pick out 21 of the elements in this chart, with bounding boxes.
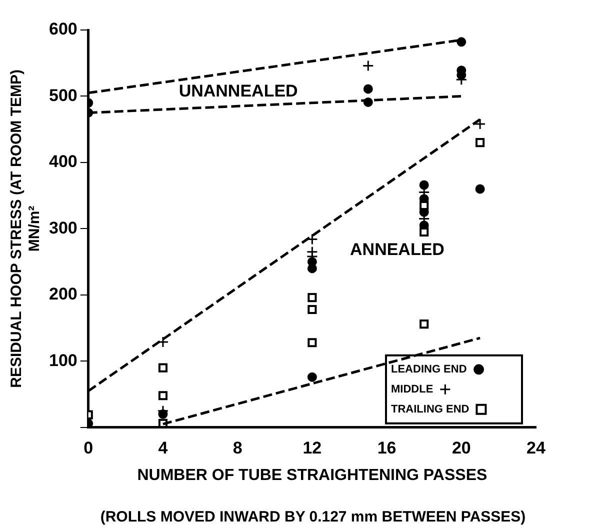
legend-label: MIDDLE <box>391 383 434 396</box>
legend-label: TRAILING END <box>391 403 470 416</box>
y-tick-label: 200 <box>48 284 78 304</box>
x-tick-label: 12 <box>302 438 322 458</box>
y-tick-label: 400 <box>48 152 78 172</box>
y-axis-title: RESIDUAL HOOP STRESS (AT ROOM TEMP) MN/m² <box>8 70 44 388</box>
x-tick-label: 8 <box>232 438 242 458</box>
x-tick-label: 24 <box>526 438 546 458</box>
y-tick-label: 600 <box>48 20 78 39</box>
x-axis-title: NUMBER OF TUBE STRAIGHTENING PASSES <box>137 466 488 484</box>
y-tick-label: 300 <box>48 218 78 238</box>
y-tick-label: 100 <box>48 350 78 370</box>
x-tick-label: 16 <box>377 438 396 458</box>
x-tick-label: 20 <box>452 438 471 458</box>
x-tick-label: 4 <box>158 438 168 458</box>
annotation: UNANNEALED <box>178 81 298 100</box>
y-tick-label: 500 <box>48 86 78 105</box>
x-tick-label: 0 <box>84 438 94 458</box>
annotation: ANNEALED <box>350 240 444 260</box>
legend-label: LEADING END <box>391 363 467 376</box>
text: (ROLLS MOVED INWARD BY 0.127 mm BETWEEN PASSES) <box>100 508 526 526</box>
